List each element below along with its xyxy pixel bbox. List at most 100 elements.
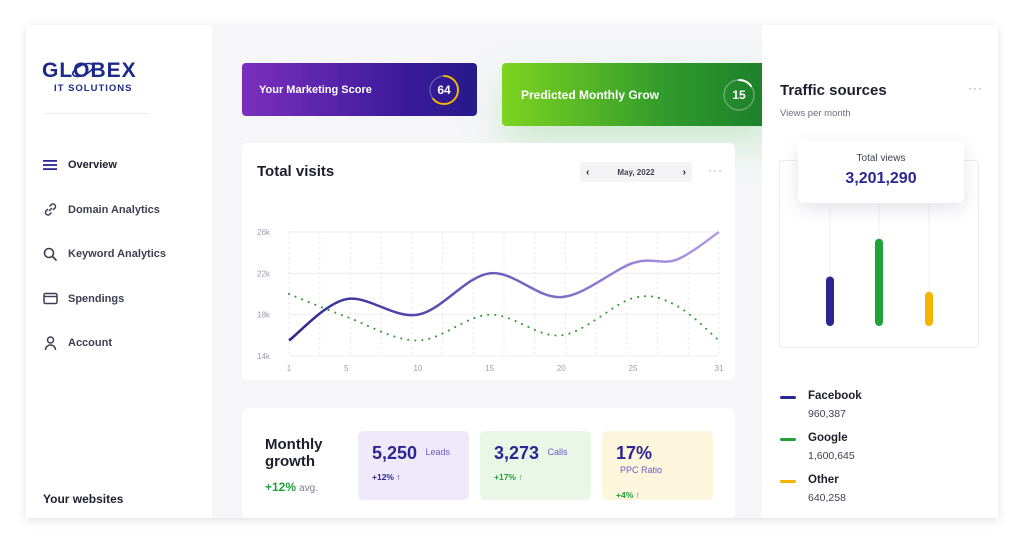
- legend-value: 640,258: [808, 492, 846, 504]
- marketing-score-label: Your Marketing Score: [259, 83, 372, 96]
- total-visits-title: Total visits: [257, 163, 335, 180]
- ppc-ratio-value: 17%: [616, 443, 653, 463]
- arrow-up-icon: ↑: [518, 472, 523, 482]
- traffic-sources-subtitle: Views per month: [780, 108, 851, 119]
- sidebar-item-spendings[interactable]: Spendings: [42, 277, 202, 322]
- legend-item-facebook[interactable]: Facebook 960,387: [780, 389, 980, 431]
- chevron-right-icon[interactable]: ›: [682, 166, 686, 178]
- link-icon: [42, 202, 58, 218]
- legend-name: Google: [808, 432, 848, 444]
- legend-swatch: [780, 438, 796, 441]
- x-tick-label: 15: [485, 364, 494, 373]
- calls-change: +17% ↑: [494, 472, 577, 482]
- visits-series-dotted: [288, 293, 720, 342]
- traffic-legend: Facebook 960,387 Google 1,600,645 Other …: [780, 389, 980, 515]
- sidebar-item-label: Overview: [68, 159, 117, 172]
- x-tick-label: 5: [344, 364, 349, 373]
- marketing-score-ring: 64: [428, 74, 460, 106]
- leads-value: 5,250: [372, 443, 418, 463]
- growth-avg-label: avg.: [299, 483, 318, 494]
- your-websites-heading: Your websites: [43, 492, 124, 506]
- monthly-growth-title: Monthly growth: [265, 436, 323, 470]
- ppc-ratio-metric[interactable]: 17% PPC Ratio +4% ↑: [602, 431, 713, 500]
- traffic-bar-other[interactable]: [925, 291, 933, 326]
- predicted-growth-card[interactable]: Predicted Monthly Grow 15: [502, 63, 778, 126]
- logo-subtitle: IT SOLUTIONS: [54, 83, 133, 94]
- y-tick-label: 26k: [257, 228, 271, 237]
- legend-value: 960,387: [808, 408, 846, 420]
- sidebar-item-label: Domain Analytics: [68, 203, 160, 216]
- traffic-sources-panel: Traffic sources ··· Views per month Tota…: [762, 25, 998, 518]
- sidebar-item-label: Account: [68, 337, 112, 350]
- total-views-value: 3,201,290: [845, 170, 917, 187]
- leads-metric[interactable]: 5,250 Leads +12% ↑: [358, 431, 469, 500]
- more-options-icon[interactable]: ···: [968, 81, 983, 95]
- x-tick-label: 31: [715, 364, 724, 373]
- legend-swatch: [780, 396, 796, 399]
- legend-name: Other: [808, 474, 839, 486]
- ppc-ratio-change: +4% ↑: [616, 490, 699, 500]
- sidebar: GLOBEX IT SOLUTIONS Overview Domain Anal…: [26, 25, 212, 518]
- predicted-growth-value: 15: [732, 88, 746, 102]
- predicted-growth-label: Predicted Monthly Grow: [521, 87, 660, 102]
- traffic-bar-facebook[interactable]: [826, 276, 834, 327]
- traffic-bar-google[interactable]: [875, 238, 883, 326]
- sidebar-item-overview[interactable]: Overview: [42, 143, 202, 188]
- sidebar-item-label: Keyword Analytics: [68, 248, 167, 261]
- logo[interactable]: GLOBEX IT SOLUTIONS: [42, 59, 160, 99]
- legend-item-other[interactable]: Other 640,258: [780, 473, 980, 515]
- menu-icon: [42, 157, 58, 173]
- user-icon: [42, 335, 58, 351]
- search-icon: [42, 246, 58, 262]
- logo-text: GLOBEX: [42, 59, 137, 82]
- ppc-ratio-change-value: +4%: [616, 490, 634, 500]
- y-tick-label: 18k: [257, 311, 271, 320]
- globe-orbit-icon: [72, 62, 94, 78]
- calls-label: Calls: [547, 447, 568, 457]
- marketing-score-card[interactable]: Your Marketing Score 64: [242, 63, 477, 116]
- calls-change-value: +17%: [494, 472, 516, 482]
- calls-metric[interactable]: 3,273 Calls +17% ↑: [480, 431, 591, 500]
- arrow-up-icon: ↑: [396, 472, 401, 482]
- visits-series-solid: [288, 230, 720, 342]
- ppc-ratio-label: PPC Ratio: [620, 465, 663, 475]
- growth-avg-value: +12%: [265, 480, 297, 494]
- monthly-growth-average: +12% avg.: [265, 480, 318, 494]
- leads-change-value: +12%: [372, 472, 394, 482]
- sidebar-item-keyword-analytics[interactable]: Keyword Analytics: [42, 232, 202, 277]
- x-tick-label: 20: [557, 364, 566, 373]
- legend-name: Facebook: [808, 390, 862, 402]
- traffic-bar-chart: [826, 201, 933, 327]
- x-tick-label: 1: [287, 364, 292, 373]
- predicted-growth-ring: 15: [722, 78, 756, 112]
- calls-value: 3,273: [494, 443, 540, 463]
- leads-change: +12% ↑: [372, 472, 455, 482]
- month-picker-label: May, 2022: [617, 167, 655, 177]
- sidebar-item-domain-analytics[interactable]: Domain Analytics: [42, 188, 202, 233]
- x-tick-label: 25: [629, 364, 638, 373]
- y-tick-label: 14k: [257, 352, 271, 361]
- total-visits-card: Total visits ‹ May, 2022 › ··· 14k 18k 22k…: [242, 143, 735, 380]
- wallet-icon: [42, 291, 58, 307]
- sidebar-divider: [44, 113, 150, 114]
- legend-value: 1,600,645: [808, 450, 855, 462]
- monthly-growth-card: Monthly growth +12% avg. 5,250 Leads +12%…: [242, 408, 735, 518]
- sidebar-nav: Overview Domain Analytics Keyword Analyt…: [42, 143, 202, 366]
- legend-item-google[interactable]: Google 1,600,645: [780, 431, 980, 473]
- legend-swatch: [780, 480, 796, 483]
- app-window: GLOBEX IT SOLUTIONS Overview Domain Anal…: [26, 25, 998, 518]
- sidebar-item-account[interactable]: Account: [42, 321, 202, 366]
- traffic-sources-title: Traffic sources: [780, 82, 887, 99]
- total-views-label: Total views: [856, 153, 906, 164]
- marketing-score-value: 64: [437, 83, 451, 97]
- leads-label: Leads: [425, 447, 451, 457]
- month-picker[interactable]: ‹ May, 2022 ›: [580, 162, 692, 182]
- sidebar-item-label: Spendings: [68, 292, 125, 305]
- x-tick-label: 10: [414, 364, 423, 373]
- more-options-icon[interactable]: ···: [708, 163, 723, 177]
- arrow-up-icon: ↑: [635, 490, 640, 500]
- y-tick-label: 22k: [257, 269, 271, 278]
- chevron-left-icon[interactable]: ‹: [586, 166, 590, 178]
- total-views-tooltip: Total views 3,201,290: [798, 141, 964, 203]
